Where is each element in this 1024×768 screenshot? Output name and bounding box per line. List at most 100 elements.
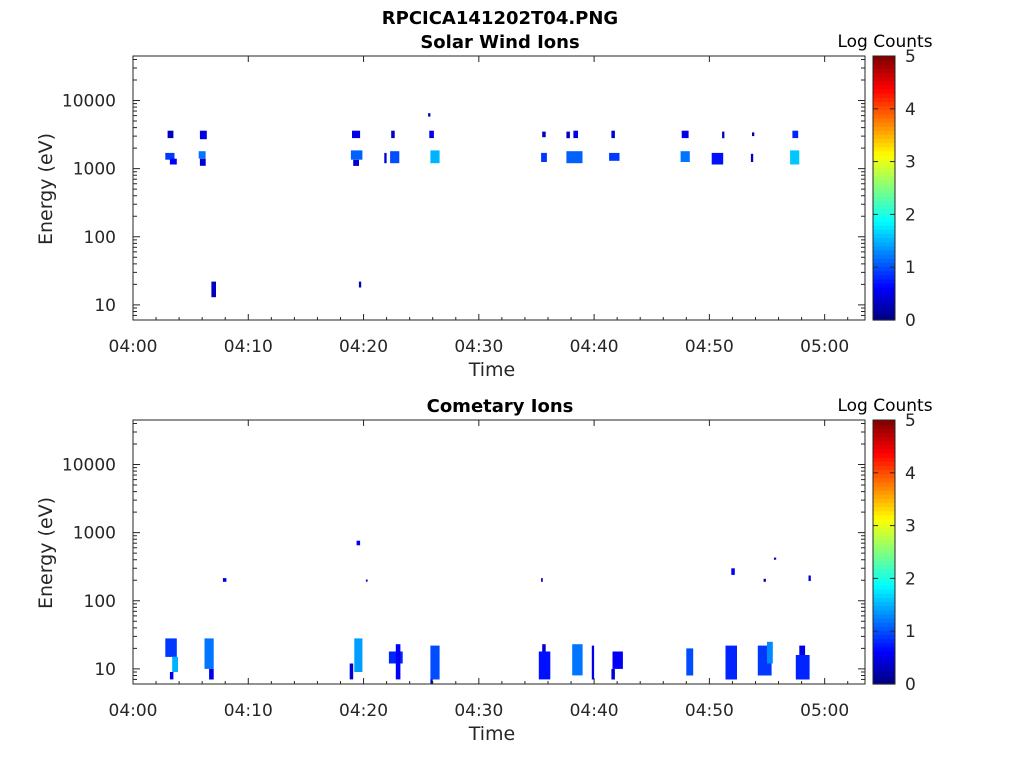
cometary-colorbar-segment xyxy=(873,457,895,462)
solar-wind-colorbar-segment xyxy=(873,64,895,69)
solar-wind-colorbar-segment xyxy=(873,295,895,300)
cometary-panel: Cometary Ions Log Counts Time Energy (eV… xyxy=(35,396,933,745)
solar-wind-colorbar-segment xyxy=(873,134,895,140)
cometary-colorbar-segment xyxy=(873,626,895,631)
solar-wind-colorbar-segment xyxy=(873,307,895,313)
solar-wind-count-cell xyxy=(722,131,725,139)
cometary-colorbar-segment xyxy=(873,432,895,438)
cometary-colorbar-segment xyxy=(873,675,895,681)
solar-wind-colorbar-segment xyxy=(873,93,895,98)
cometary-colorbar-segment xyxy=(873,461,895,466)
solar-wind-colorbar-segment xyxy=(873,212,895,218)
cometary-colorbar-segment xyxy=(873,477,895,483)
solar-wind-colorbar-segment xyxy=(873,258,895,263)
cometary-colorbar-segment xyxy=(873,613,895,619)
solar-wind-colorbar-segment xyxy=(873,60,895,65)
cometary-count-cell xyxy=(773,557,777,560)
cometary-colorbar-segment xyxy=(873,436,895,442)
cometary-count-cell xyxy=(430,679,433,684)
solar-wind-count-cell xyxy=(680,151,690,162)
solar-wind-colorbar-segment xyxy=(873,171,895,177)
solar-wind-count-cell xyxy=(350,150,363,160)
cometary-count-cell xyxy=(541,578,543,582)
solar-wind-colorbar-segment xyxy=(873,200,895,206)
solar-wind-count-cell xyxy=(165,152,175,160)
cometary-count-cell xyxy=(204,638,214,669)
solar-wind-count-cell xyxy=(711,152,724,165)
solar-wind-count-cell xyxy=(198,151,206,159)
cometary-colorbar-tick-label: 5 xyxy=(905,411,916,431)
solar-wind-count-cell xyxy=(790,150,800,165)
solar-wind-count-cell xyxy=(211,281,216,298)
solar-wind-count-cell xyxy=(752,132,755,137)
cometary-colorbar-segment xyxy=(873,564,895,570)
solar-wind-colorbar-segment xyxy=(873,175,895,181)
solar-wind-colorbar-segment xyxy=(873,221,895,226)
x-axis-label-cometary: Time xyxy=(468,723,516,745)
solar-wind-colorbar-segment xyxy=(873,97,895,102)
cometary-colorbar-segment xyxy=(873,490,895,495)
solar-wind-colorbar-segment xyxy=(873,229,895,234)
solar-wind-colorbar-segment xyxy=(873,208,895,214)
cometary-colorbar-segment xyxy=(873,601,895,607)
solar-wind-colorbar-segment xyxy=(873,291,895,296)
solar-wind-colorbar-segment xyxy=(873,84,895,90)
solar-wind-count-cell xyxy=(792,130,799,139)
cometary-colorbar-segment xyxy=(873,679,895,685)
solar-wind-count-cell xyxy=(566,151,583,164)
solar-wind-colorbar-segment xyxy=(873,278,895,284)
solar-wind-count-cell xyxy=(352,130,361,139)
solar-wind-colorbar-segment xyxy=(873,89,895,94)
cometary-colorbar-segment xyxy=(873,502,895,508)
solar-wind-colorbar-segment xyxy=(873,142,895,148)
solar-wind-count-cell xyxy=(358,281,362,288)
cometary-colorbar-segment xyxy=(873,465,895,471)
solar-wind-colorbar-segment xyxy=(873,188,895,193)
solar-wind-y-tick-label: 100 xyxy=(84,228,116,248)
cometary-colorbar-tick-label: 0 xyxy=(905,675,916,695)
cometary-colorbar-segment xyxy=(873,663,895,669)
cometary-x-tick-label: 05:00 xyxy=(800,701,849,721)
cometary-colorbar-tick-label: 2 xyxy=(905,569,916,589)
cometary-colorbar-segment xyxy=(873,481,895,487)
cometary-count-cell xyxy=(572,644,583,676)
cometary-colorbar-segment xyxy=(873,585,895,590)
figure-title: RPCICA141202T04.PNG xyxy=(382,8,618,29)
cometary-colorbar-segment xyxy=(873,473,895,479)
cometary-colorbar-segment xyxy=(873,667,895,673)
solar-wind-count-cell xyxy=(566,131,570,139)
cometary-colorbar-segment xyxy=(873,535,895,541)
cometary-colorbar-segment xyxy=(873,527,895,532)
cometary-colorbar-segment xyxy=(873,514,895,520)
cometary-count-cell xyxy=(767,641,773,664)
cometary-colorbar-segment xyxy=(873,448,895,454)
solar-wind-colorbar-segment xyxy=(873,163,895,168)
solar-wind-count-cell xyxy=(169,158,177,165)
solar-wind-x-tick-label: 04:50 xyxy=(685,337,734,357)
solar-wind-colorbar-segment xyxy=(873,117,895,123)
cometary-colorbar-segment xyxy=(873,597,895,603)
cometary-y-tick-label: 100 xyxy=(84,592,116,612)
solar-wind-count-cell xyxy=(542,131,546,138)
solar-wind-count-cell xyxy=(391,130,395,139)
cometary-colorbar-segment xyxy=(873,630,895,636)
solar-wind-count-cell xyxy=(428,113,431,117)
cometary-colorbar-segment xyxy=(873,605,895,611)
cometary-colorbar-segment xyxy=(873,519,895,524)
solar-wind-colorbar-segment xyxy=(873,270,895,276)
solar-wind-colorbar-tick-label: 2 xyxy=(905,205,916,225)
cometary-colorbar-segment xyxy=(873,506,895,512)
solar-wind-colorbar-segment xyxy=(873,204,895,210)
cometary-colorbar-segment xyxy=(873,593,895,598)
cometary-colorbar-segment xyxy=(873,510,895,516)
cometary-count-cell xyxy=(365,579,368,582)
cometary-colorbar-segment xyxy=(873,576,895,582)
cometary-colorbar-segment xyxy=(873,589,895,594)
x-axis-label-solar-wind: Time xyxy=(468,359,516,381)
solar-wind-colorbar-segment xyxy=(873,138,895,144)
cometary-colorbar-segment xyxy=(873,469,895,475)
solar-wind-colorbar-segment xyxy=(873,315,895,321)
cometary-count-cell xyxy=(795,655,810,680)
cometary-x-tick-label: 04:50 xyxy=(685,701,734,721)
